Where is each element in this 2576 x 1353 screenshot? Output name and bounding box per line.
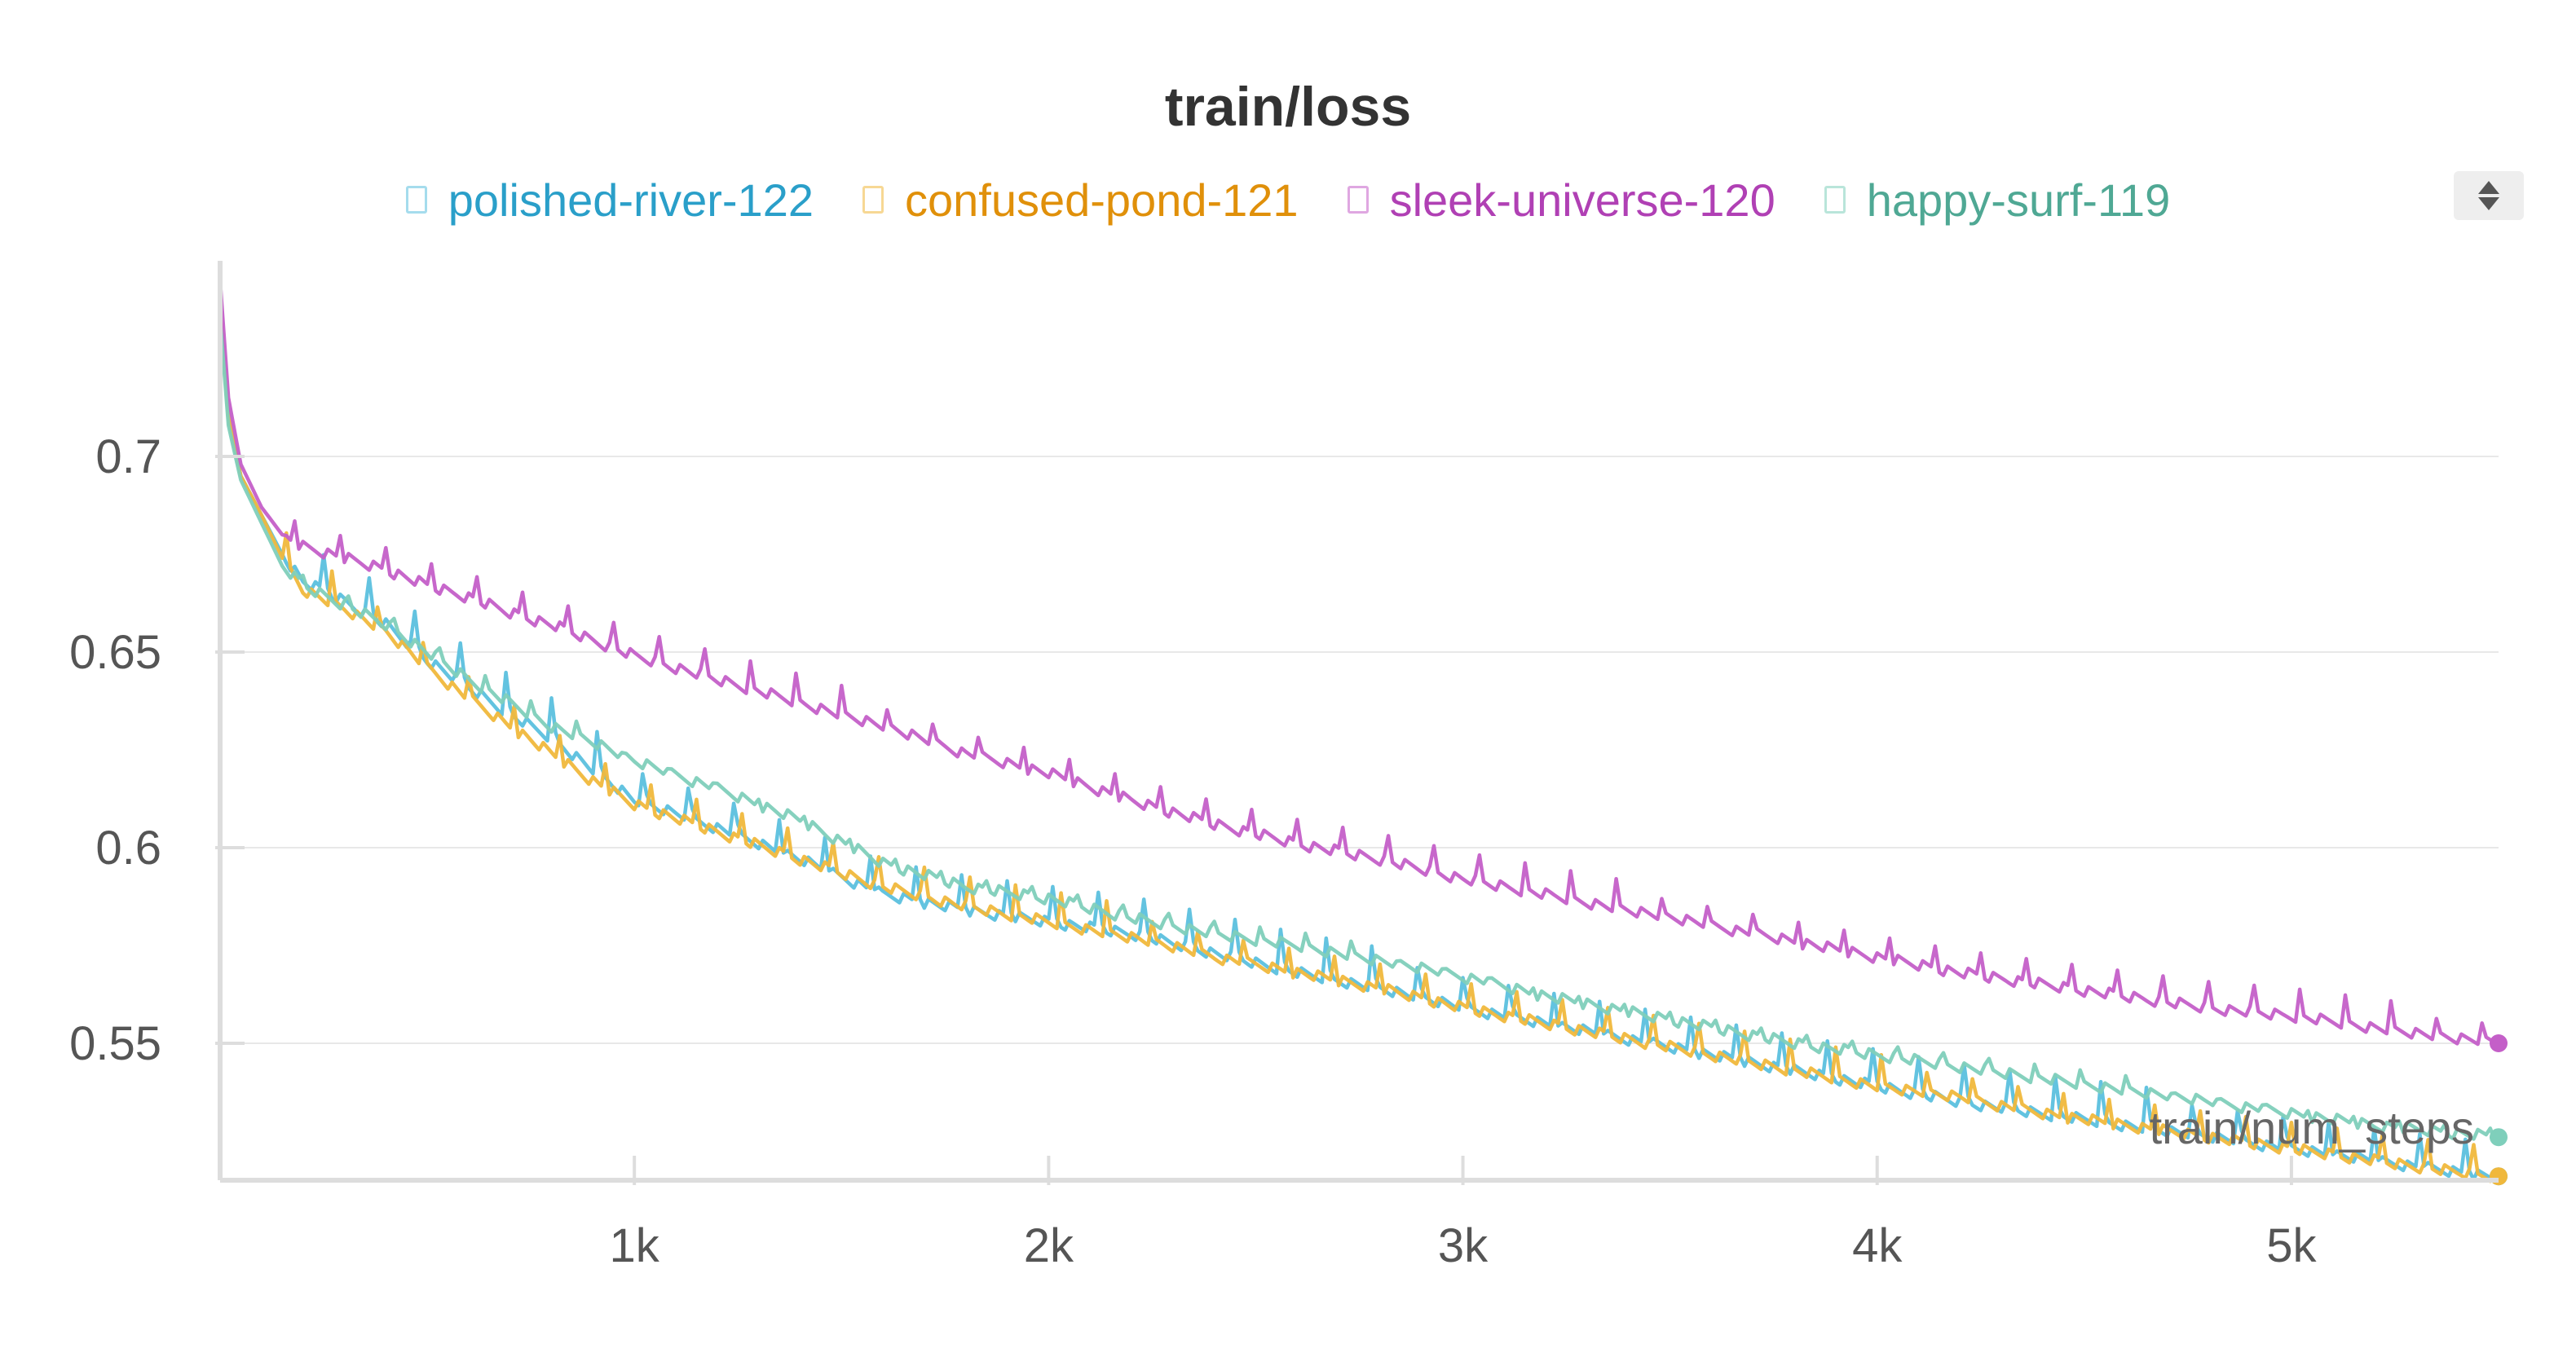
- chevron-down-icon: [2478, 197, 2499, 210]
- legend-label: sleek-universe-120: [1389, 174, 1775, 226]
- legend: polished-river-122 confused-pond-121 sleek…: [0, 167, 2576, 232]
- legend-item-happy-surf-119[interactable]: happy-surf-119: [1824, 174, 2171, 227]
- series-line-confused-pond-121: [218, 307, 2500, 1183]
- y-tick-label: 0.6: [95, 822, 161, 875]
- y-tick-label: 0.55: [69, 1017, 161, 1070]
- y-tick-label: 0.65: [69, 626, 161, 679]
- x-axis-title: train/num_steps: [2150, 1102, 2474, 1153]
- legend-label: confused-pond-121: [904, 174, 1299, 226]
- legend-swatch-icon: [1347, 186, 1369, 214]
- grid-lines: [220, 456, 2499, 1044]
- series-end-point: [2490, 1034, 2508, 1052]
- x-tick-label: 5k: [2266, 1219, 2317, 1272]
- legend-scroll-button[interactable]: [2454, 171, 2524, 220]
- series-line-polished-river-122: [218, 307, 2501, 1183]
- y-tick-label: 0.7: [95, 430, 161, 483]
- x-tick-label: 3k: [1438, 1219, 1489, 1272]
- chevron-up-icon: [2478, 181, 2499, 194]
- legend-swatch-icon: [1824, 186, 1846, 214]
- x-tick-label: 2k: [1024, 1219, 1074, 1272]
- legend-label: happy-surf-119: [1866, 174, 2171, 226]
- series-line-happy-surf-119: [218, 319, 2500, 1144]
- legend-label: polished-river-122: [448, 174, 814, 226]
- legend-item-confused-pond-121[interactable]: confused-pond-121: [862, 174, 1299, 227]
- x-tick-label: 1k: [610, 1219, 660, 1272]
- x-tick-label: 4k: [1852, 1219, 1903, 1272]
- tick-labels: 0.7 0.65 0.6 0.55 1k 2k 3k 4k 5k: [69, 430, 2317, 1272]
- axes: [215, 261, 2499, 1185]
- series-line-sleek-universe-120: [218, 280, 2500, 1047]
- chart-title: train/loss: [1164, 76, 1412, 138]
- legend-item-sleek-universe-120[interactable]: sleek-universe-120: [1347, 174, 1775, 227]
- legend-swatch-icon: [405, 186, 427, 214]
- legend-item-polished-river-122[interactable]: polished-river-122: [405, 174, 814, 227]
- legend-swatch-icon: [862, 186, 884, 214]
- series-end-point: [2490, 1128, 2508, 1147]
- series-lines: [218, 280, 2508, 1186]
